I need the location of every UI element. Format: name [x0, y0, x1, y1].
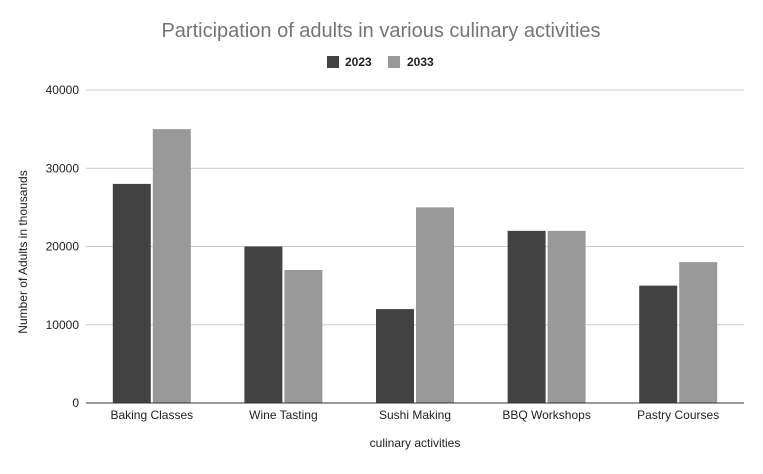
- legend-swatch-2023: [327, 56, 339, 68]
- bar-2023-wine-tasting: [244, 246, 283, 403]
- chart-title: Participation of adults in various culin…: [161, 20, 600, 42]
- x-axis-title: culinary activities: [370, 436, 461, 450]
- bars: [112, 129, 718, 403]
- x-tick-label: Pastry Courses: [637, 408, 719, 422]
- bar-2023-baking-classes: [112, 183, 151, 403]
- bar-2033-pastry-courses: [679, 262, 718, 403]
- y-tick-label: 0: [72, 396, 79, 410]
- y-axis-ticks: 0 10000 20000 30000 40000: [46, 83, 80, 410]
- x-tick-label: BBQ Workshops: [502, 408, 590, 422]
- bar-2023-sushi-making: [376, 309, 414, 403]
- y-tick-label: 30000: [46, 161, 80, 175]
- bar-2023-pastry-courses: [639, 285, 678, 403]
- gridlines: [86, 89, 744, 326]
- x-axis-ticks: Baking Classes Wine Tasting Sushi Making BB…: [110, 408, 719, 422]
- y-tick-label: 20000: [46, 240, 80, 254]
- legend: 2023 2033: [327, 55, 434, 69]
- x-tick-label: Baking Classes: [110, 408, 193, 422]
- y-tick-label: 10000: [46, 318, 80, 332]
- x-tick-label: Wine Tasting: [249, 408, 317, 422]
- bar-2033-bbq-workshops: [547, 230, 586, 403]
- bar-2033-wine-tasting: [284, 269, 323, 403]
- y-tick-label: 40000: [46, 83, 80, 97]
- legend-swatch-2033: [388, 56, 400, 68]
- x-tick-label: Sushi Making: [379, 408, 451, 422]
- y-axis-title: Number of Adults in thousands: [16, 170, 30, 333]
- bar-2023-bbq-workshops: [507, 230, 546, 403]
- legend-label-2023: 2023: [345, 55, 372, 69]
- legend-label-2033: 2033: [407, 55, 434, 69]
- bar-2033-baking-classes: [152, 129, 191, 403]
- bar-2033-sushi-making: [416, 207, 454, 403]
